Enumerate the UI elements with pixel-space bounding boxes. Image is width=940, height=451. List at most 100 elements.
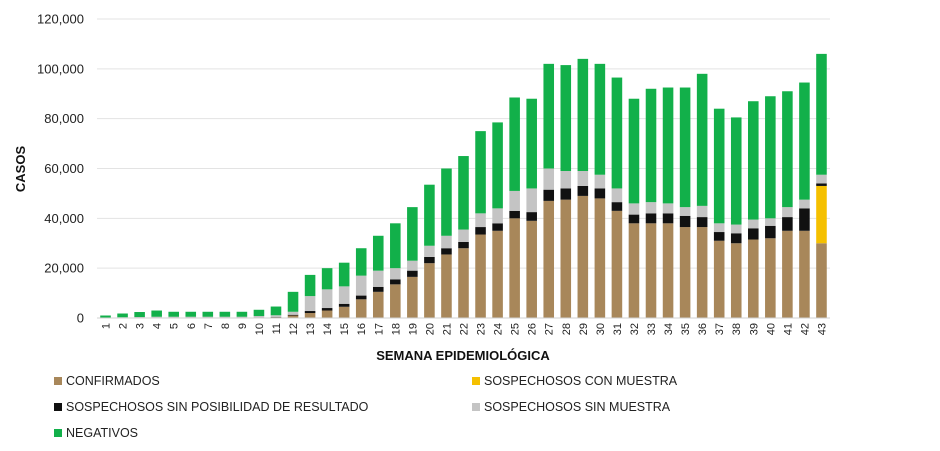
x-tick-label: 40 [765,323,777,335]
x-tick-label: 38 [731,323,743,335]
x-tick-label: 13 [305,323,317,335]
bar-segment [799,199,810,209]
bar-segment [816,53,827,175]
x-tick-label: 30 [595,323,607,335]
bar-segment [338,262,350,287]
bar-segment [611,202,623,211]
legend-item: SOSPECHOSOS CON MUESTRA [472,374,677,388]
x-tick-label: 41 [782,323,794,335]
y-tick-label: 20,000 [44,261,84,276]
bar-segment [645,202,657,214]
legend-item: CONFIRMADOS [54,374,160,388]
bar-segment [407,260,418,271]
x-tick-label: 36 [697,323,709,335]
y-tick-label: 100,000 [37,61,84,76]
legend-swatch [54,429,62,437]
bar-segment [202,316,214,318]
bar-segment [679,227,691,318]
bar-segment [560,65,572,171]
bar-segment [577,195,589,318]
bar-segment [304,274,316,297]
bar-segment [492,208,503,224]
legend-swatch [472,403,480,411]
bar-segment [355,295,367,300]
bar-segment [407,276,418,318]
bar-segment [372,235,384,271]
bar-segment [611,210,623,318]
bar-segment [748,101,759,220]
y-tick-label: 80,000 [44,111,84,126]
bar-segment [713,223,725,233]
bar-segment [748,239,759,318]
legend-swatch [472,377,480,385]
bar-segment [662,213,674,224]
bar-segment [628,203,640,215]
bar-segment [594,198,606,318]
bar-segment [509,190,520,211]
bar-segment [526,98,537,189]
bar-segment [611,188,623,203]
bar-segment [816,243,827,318]
x-tick-label: 10 [254,323,266,335]
bar-segment [287,291,299,312]
bar-segment [202,311,214,317]
x-tick-label: 34 [663,323,675,335]
bar-segment [662,203,674,214]
legend-label: SOSPECHOSOS SIN MUESTRA [484,400,671,414]
bar-segment [355,275,367,296]
bar-segment [321,289,333,309]
bar-segment [185,311,197,317]
bar-segment [355,248,367,276]
bar-segment [799,208,810,231]
legend-label: CONFIRMADOS [66,374,160,388]
bar-segment [799,82,810,200]
bar-segment [475,234,486,318]
bar-segment [543,168,555,190]
bar-segment [543,63,555,169]
legend-item: SOSPECHOSOS SIN POSIBILIDAD DE RESULTADO [54,400,368,414]
legend-label: SOSPECHOSOS CON MUESTRA [484,374,678,388]
bar-segment [560,170,572,189]
bar-segment [526,188,537,213]
bar-segment [390,268,401,280]
legend-item: NEGATIVOS [54,426,138,440]
bar-segment [594,63,606,175]
bar-segment [816,185,827,244]
bar-segment [748,228,759,240]
bar-segment [287,314,299,316]
bar-segment [304,311,316,314]
bar-segment [321,310,333,318]
x-tick-label: 29 [578,323,590,335]
x-tick-label: 24 [493,323,505,335]
bar-segment [816,174,827,184]
bar-segment [475,227,486,235]
bar-segment [117,313,128,318]
bar-segment [219,311,231,317]
x-tick-label: 21 [441,323,453,335]
bar-segment [458,229,469,243]
bar-segment [321,268,333,290]
bar-segment [338,286,350,304]
bar-segment [679,207,691,216]
x-tick-label: 26 [527,323,539,335]
bar-segment [168,311,179,317]
x-tick-label: 2 [118,323,130,329]
x-tick-label: 23 [476,323,488,335]
bar-segment [424,263,435,318]
bar-segment [509,97,520,191]
bar-segment [390,279,401,285]
bar-segment [304,313,316,318]
y-tick-label: 40,000 [44,211,84,226]
bar-segment [134,312,145,318]
bar-segment [407,270,418,277]
bar-segment [765,96,776,219]
x-tick-label: 6 [186,323,198,329]
bar-segment [696,217,708,228]
bar-segment [492,230,503,318]
bar-segment [441,248,452,255]
bar-segment [696,73,708,206]
bar-segment [577,185,589,196]
x-tick-label: 12 [288,323,300,335]
bar-segment [185,316,197,318]
x-tick-label: 20 [424,323,436,335]
